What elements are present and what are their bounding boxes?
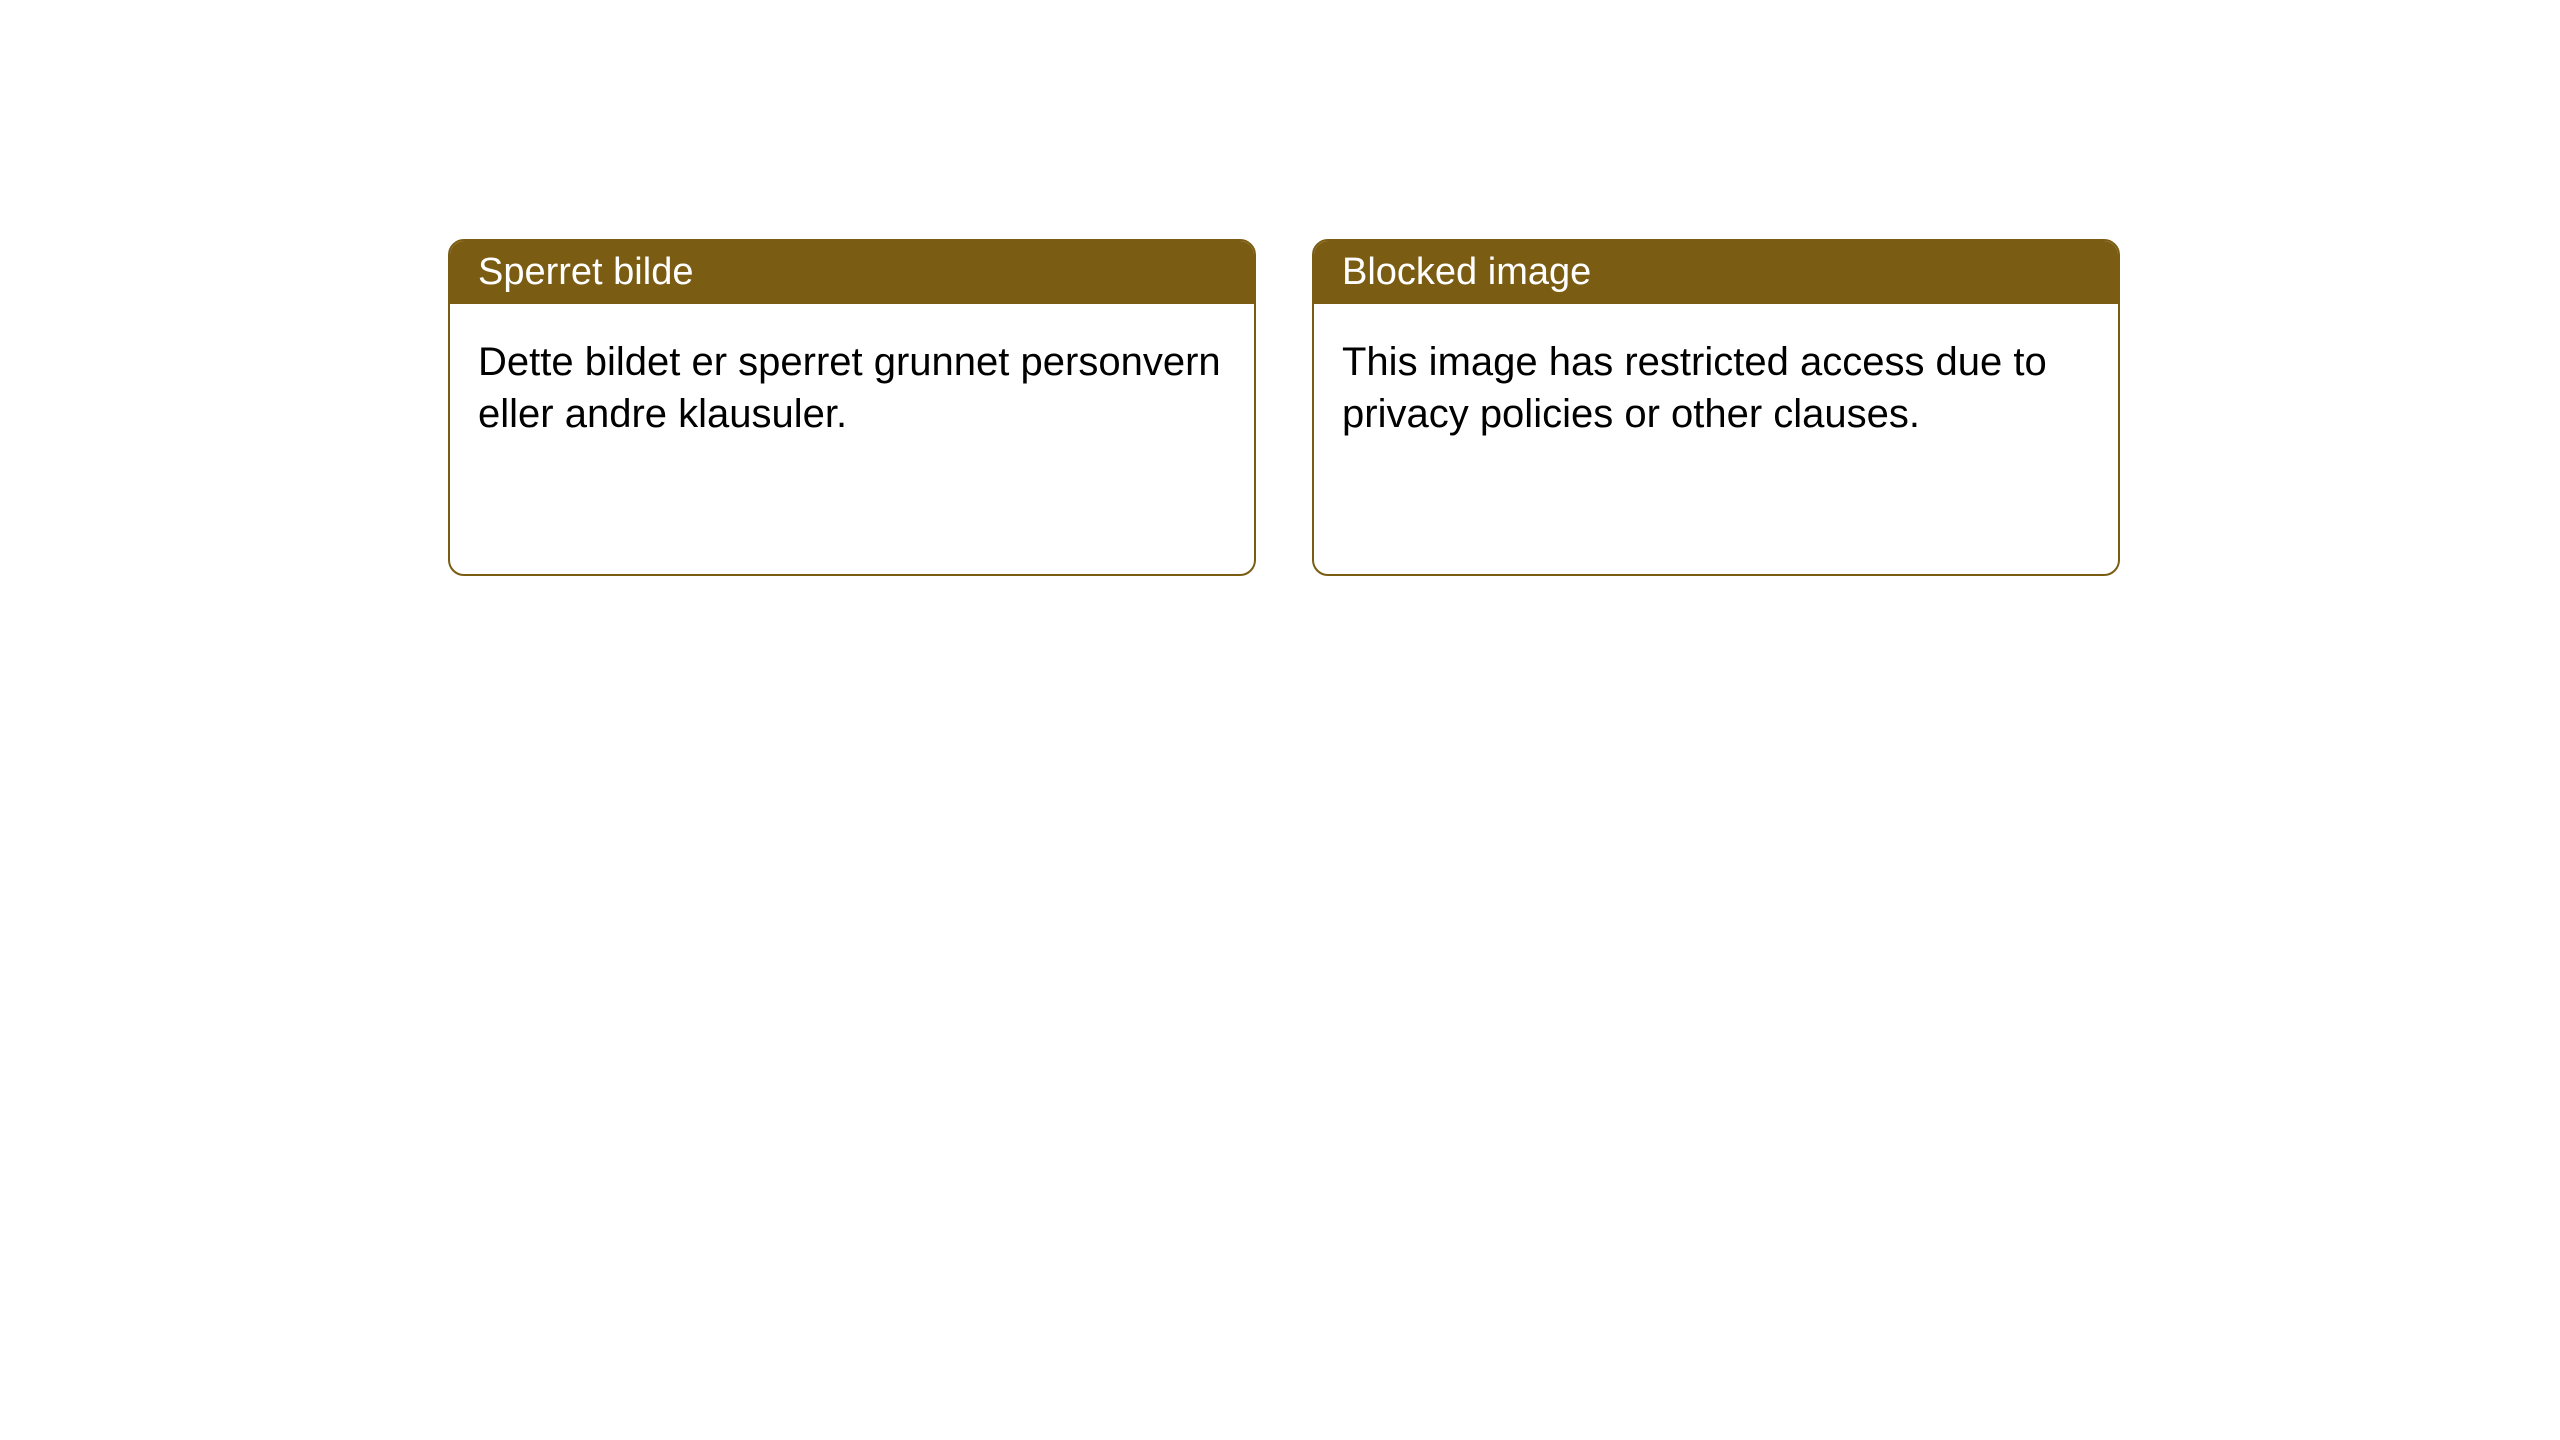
notice-header: Sperret bilde [450, 241, 1254, 304]
notice-card-norwegian: Sperret bilde Dette bildet er sperret gr… [448, 239, 1256, 576]
notice-message: Dette bildet er sperret grunnet personve… [478, 340, 1221, 436]
notice-card-english: Blocked image This image has restricted … [1312, 239, 2120, 576]
notice-body: This image has restricted access due to … [1314, 304, 2118, 574]
notice-message: This image has restricted access due to … [1342, 340, 2047, 436]
notice-title: Sperret bilde [478, 251, 693, 293]
notice-container: Sperret bilde Dette bildet er sperret gr… [0, 0, 2560, 576]
notice-title: Blocked image [1342, 251, 1591, 293]
notice-body: Dette bildet er sperret grunnet personve… [450, 304, 1254, 574]
notice-header: Blocked image [1314, 241, 2118, 304]
